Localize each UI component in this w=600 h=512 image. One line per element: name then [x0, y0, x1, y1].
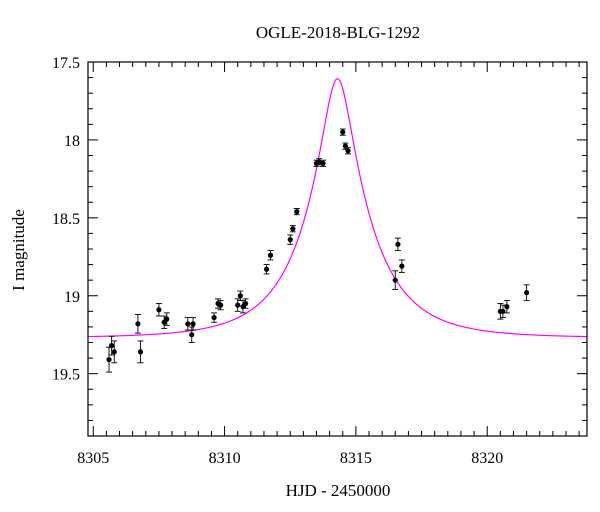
- x-tick-label: 8310: [209, 450, 241, 467]
- x-tick-label: 8320: [471, 450, 503, 467]
- x-tick-label: 8305: [77, 450, 109, 467]
- data-point: [217, 299, 224, 311]
- data-point: [287, 234, 294, 245]
- chart-title: OGLE-2018-BLG-1292: [256, 23, 420, 42]
- data-marker: [523, 290, 530, 296]
- data-point: [111, 340, 118, 364]
- y-tick-label: 18.5: [52, 211, 80, 228]
- data-marker: [164, 316, 170, 322]
- data-marker: [237, 293, 243, 299]
- data-marker: [111, 349, 117, 355]
- data-marker: [399, 263, 405, 269]
- data-marker: [137, 349, 144, 355]
- data-point: [392, 270, 399, 290]
- data-point: [134, 314, 141, 334]
- data-point: [234, 298, 241, 312]
- data-point: [108, 335, 115, 356]
- y-axis-label: I magnitude: [9, 209, 28, 291]
- data-marker: [156, 307, 162, 313]
- data-point: [263, 264, 270, 275]
- data-marker: [263, 266, 270, 272]
- data-point: [137, 340, 144, 364]
- data-marker: [287, 237, 293, 243]
- data-marker: [218, 302, 224, 308]
- data-marker: [290, 226, 296, 232]
- data-marker: [294, 209, 300, 215]
- data-marker: [320, 160, 326, 166]
- data-point: [242, 298, 249, 309]
- data-point: [339, 128, 346, 136]
- data-point: [190, 317, 197, 331]
- y-tick-label: 19: [64, 289, 80, 306]
- data-point: [320, 159, 327, 167]
- data-marker: [211, 314, 217, 321]
- data-marker: [185, 321, 191, 327]
- data-marker: [109, 343, 115, 349]
- data-marker: [135, 321, 141, 327]
- data-point: [155, 303, 162, 317]
- data-marker: [190, 321, 196, 327]
- data-point: [184, 317, 191, 331]
- data-marker: [242, 300, 249, 307]
- data-point: [163, 312, 170, 326]
- data-marker: [189, 332, 195, 338]
- data-point: [267, 250, 274, 261]
- data-marker: [392, 277, 398, 283]
- data-point: [394, 237, 401, 252]
- axis-ticks: [88, 61, 587, 437]
- data-point: [345, 147, 352, 155]
- x-tick-label: 8315: [340, 450, 372, 467]
- data-marker: [267, 252, 274, 258]
- data-point: [289, 225, 296, 233]
- data-marker: [235, 302, 241, 308]
- tick-labels: 8305 8310 8315 8320 17.5 18 18.5 19 19.5: [52, 55, 503, 467]
- data-marker: [106, 357, 112, 363]
- y-tick-label: 17.5: [52, 55, 80, 72]
- data-point: [106, 346, 113, 373]
- data-point: [523, 284, 530, 301]
- data-marker: [504, 304, 510, 310]
- data-marker: [345, 148, 351, 154]
- data-point: [398, 259, 405, 273]
- plot-frame: [87, 61, 588, 437]
- data-point: [188, 326, 195, 343]
- data-point: [293, 208, 300, 216]
- data-marker: [395, 241, 401, 247]
- y-tick-label: 18: [64, 133, 80, 150]
- data-point: [211, 312, 218, 323]
- data-point: [503, 299, 510, 314]
- model-curve: [87, 77, 588, 338]
- y-tick-label: 19.5: [52, 367, 80, 384]
- data-points-layer: [106, 128, 530, 373]
- data-marker: [340, 129, 346, 135]
- x-axis-label: HJD - 2450000: [286, 481, 391, 500]
- model-curve-layer: [87, 77, 588, 338]
